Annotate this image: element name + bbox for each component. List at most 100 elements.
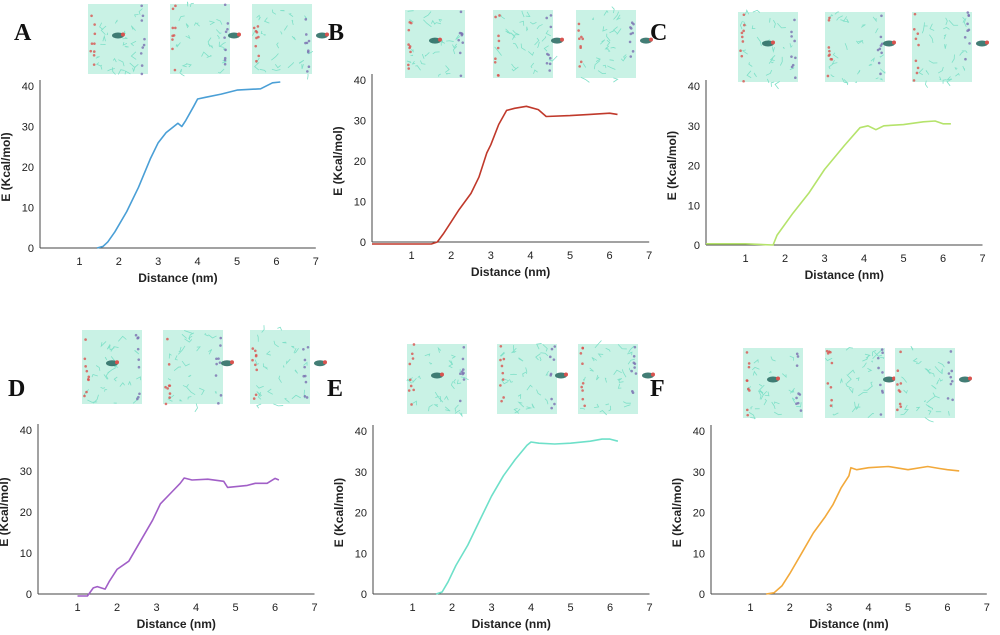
y-tick-label: 40 <box>20 425 32 437</box>
x-tick-label: 5 <box>232 602 238 614</box>
x-tick-label: 5 <box>900 253 906 265</box>
x-tick-label: 6 <box>944 602 950 614</box>
x-tick-label: 1 <box>76 256 82 268</box>
panel-letter: E <box>327 376 343 402</box>
membrane-snapshot <box>895 345 972 423</box>
y-tick-label: 0 <box>360 237 366 249</box>
chart-panel-c: C 0 10 20 30 40 1 2 3 4 5 6 7 Distance (nm) E (Kcal/mo… <box>650 9 989 282</box>
x-tick-label: 3 <box>488 602 494 614</box>
x-tick-label: 2 <box>782 253 788 265</box>
molecule-icon <box>640 37 653 44</box>
x-tick-label: 6 <box>607 250 613 262</box>
y-tick-label: 30 <box>22 122 34 134</box>
membrane-snapshot <box>250 325 327 409</box>
membrane-snapshot <box>578 340 655 416</box>
membrane-snapshot <box>825 11 896 86</box>
membrane-snapshot <box>497 343 568 414</box>
chart-panel-e: E 0 10 20 30 40 1 2 3 4 5 6 7 Distance (nm) E (Kcal/mo… <box>327 340 655 631</box>
membrane-snapshot <box>406 343 469 418</box>
y-tick-label: 30 <box>688 121 700 133</box>
membrane-snapshot <box>252 4 329 80</box>
x-tick-label: 1 <box>409 602 415 614</box>
membrane-snapshot <box>405 10 465 78</box>
x-axis-label: Distance (nm) <box>138 271 217 285</box>
molecule-icon <box>959 376 972 383</box>
x-tick-label: 1 <box>74 602 80 614</box>
y-tick-label: 10 <box>20 548 32 560</box>
y-tick-label: 0 <box>361 589 367 601</box>
x-tick-label: 5 <box>567 250 573 262</box>
y-tick-label: 30 <box>354 116 366 128</box>
y-tick-label: 10 <box>22 203 34 215</box>
x-axis-label: Distance (nm) <box>472 617 551 631</box>
x-tick-label: 1 <box>742 253 748 265</box>
x-tick-label: 3 <box>153 602 159 614</box>
molecule-icon <box>112 32 125 39</box>
chart-panel-b: B 0 10 20 30 40 1 2 3 4 5 6 7 Distance (nm) E (Kcal/mo… <box>328 6 653 279</box>
x-tick-label: 3 <box>488 250 494 262</box>
series-line <box>77 477 280 597</box>
panel-letter: A <box>14 20 32 46</box>
x-axis-label: Distance (nm) <box>137 617 216 631</box>
x-tick-label: 6 <box>940 253 946 265</box>
series-line <box>706 120 951 246</box>
molecule-icon <box>106 360 119 367</box>
membrane-snapshot <box>163 330 234 413</box>
molecule-icon <box>883 40 896 47</box>
membrane-snapshot <box>170 1 241 77</box>
y-axis-label: E (Kcal/mol) <box>0 132 13 201</box>
molecule-icon <box>431 372 444 379</box>
x-tick-label: 4 <box>866 602 872 614</box>
x-tick-label: 2 <box>114 602 120 614</box>
y-axis-label: E (Kcal/mol) <box>665 131 679 200</box>
y-tick-label: 30 <box>693 467 705 479</box>
x-tick-label: 1 <box>747 602 753 614</box>
membrane-snapshot <box>576 6 653 83</box>
membrane-snapshot <box>493 10 564 78</box>
y-tick-label: 40 <box>688 81 700 93</box>
y-tick-label: 20 <box>20 507 32 519</box>
x-tick-label: 6 <box>272 602 278 614</box>
x-tick-label: 2 <box>448 250 454 262</box>
x-tick-label: 4 <box>193 602 199 614</box>
series-line <box>766 465 960 595</box>
molecule-icon <box>221 360 234 367</box>
x-tick-label: 7 <box>984 602 990 614</box>
membrane-snapshot <box>88 4 148 76</box>
molecule-icon <box>429 37 442 44</box>
membrane-snapshot <box>738 9 798 90</box>
membrane-snapshot <box>82 330 142 404</box>
x-tick-label: 7 <box>311 602 317 614</box>
panel-letter: B <box>328 20 344 46</box>
molecule-icon <box>976 40 989 47</box>
y-tick-label: 20 <box>693 508 705 520</box>
y-tick-label: 10 <box>688 200 700 212</box>
series-line <box>435 438 619 595</box>
y-tick-label: 40 <box>22 81 34 93</box>
chart-panel-f: F 0 10 20 30 40 1 2 3 4 5 6 7 Distance (nm) E (Kcal/mo… <box>650 345 990 631</box>
x-tick-label: 4 <box>195 256 201 268</box>
molecule-icon <box>642 372 655 379</box>
y-tick-label: 0 <box>28 243 34 255</box>
y-tick-label: 30 <box>20 466 32 478</box>
membrane-snapshot <box>825 347 896 419</box>
x-tick-label: 1 <box>409 250 415 262</box>
x-tick-label: 2 <box>787 602 793 614</box>
panel-letter: D <box>8 376 25 402</box>
x-axis-label: Distance (nm) <box>805 268 884 282</box>
series-line <box>96 81 281 249</box>
x-tick-label: 4 <box>528 602 534 614</box>
x-tick-label: 3 <box>821 253 827 265</box>
x-axis-label: Distance (nm) <box>471 265 550 279</box>
panel-letter: F <box>650 376 665 402</box>
molecule-icon <box>551 37 564 44</box>
y-tick-label: 10 <box>355 548 367 560</box>
x-tick-label: 6 <box>273 256 279 268</box>
y-axis-label: E (Kcal/mol) <box>670 478 684 547</box>
y-tick-label: 30 <box>355 467 367 479</box>
x-tick-label: 7 <box>646 602 652 614</box>
molecule-icon <box>555 372 568 379</box>
y-axis-label: E (Kcal/mol) <box>0 477 11 546</box>
x-tick-label: 2 <box>116 256 122 268</box>
